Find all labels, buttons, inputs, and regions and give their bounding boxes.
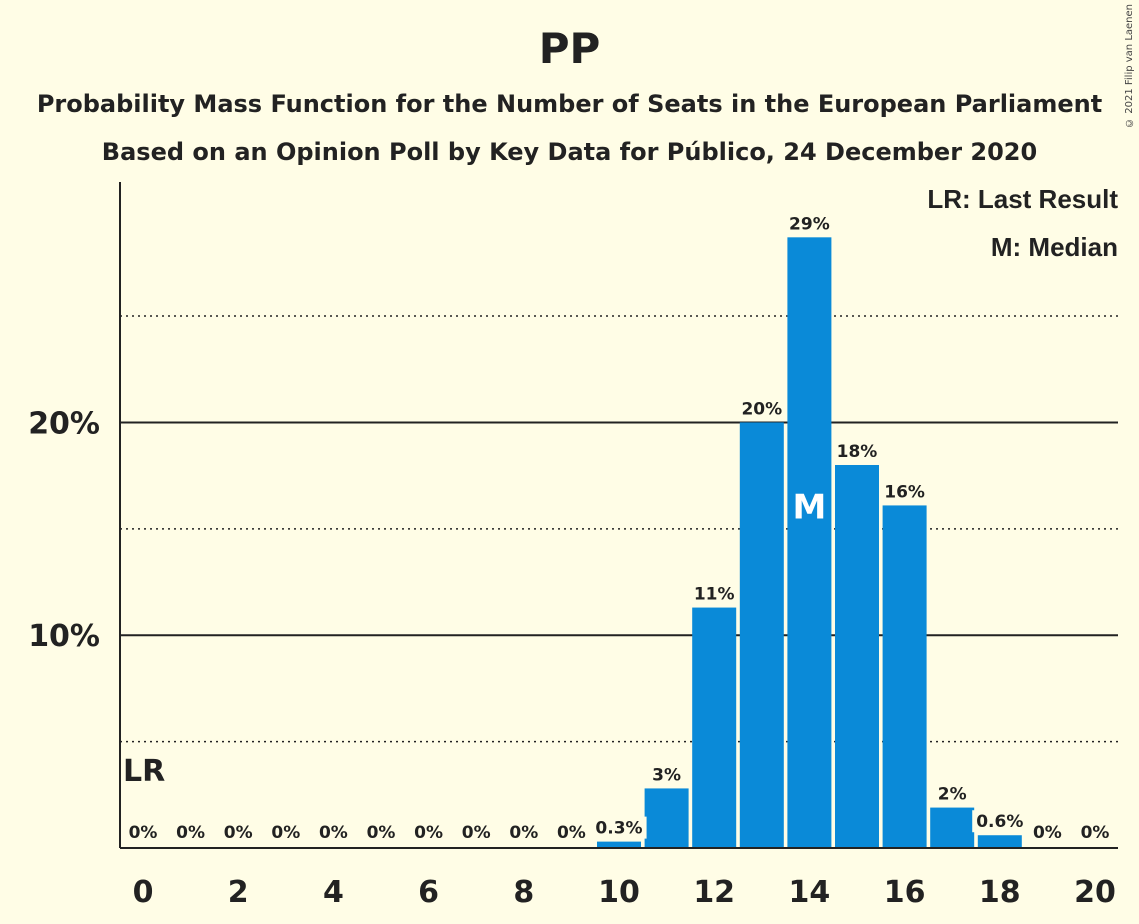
data-label-bg — [124, 821, 162, 843]
data-label-bg — [505, 821, 543, 843]
data-label: 0% — [367, 823, 396, 843]
x-tick-label: 20 — [1074, 875, 1116, 910]
data-label-bg — [591, 816, 647, 839]
data-label-bg — [172, 821, 210, 843]
bar-seat-16 — [882, 505, 927, 848]
data-label-bg — [362, 821, 400, 843]
data-label-bg — [880, 480, 929, 503]
bar-seat-18 — [977, 835, 1022, 848]
legend-last-result: LR: Last Result — [927, 184, 1118, 214]
data-label-bg — [314, 821, 352, 843]
data-label: 0% — [509, 823, 538, 843]
data-label-bg — [1076, 821, 1114, 843]
data-label: 20% — [741, 399, 782, 419]
x-tick-label: 10 — [598, 875, 640, 910]
data-label: 0% — [224, 823, 253, 843]
data-label: 0% — [271, 823, 300, 843]
data-label: 0% — [1033, 823, 1062, 843]
axes: 10% 20% 0 2 4 6 8 10 12 14 16 18 20 — [28, 182, 1118, 910]
bar-seat-10 — [597, 841, 641, 848]
data-label: 2% — [938, 785, 967, 805]
data-label-bg — [832, 439, 882, 462]
x-tick-label: 2 — [228, 875, 249, 910]
data-label: 0.6% — [976, 812, 1023, 832]
data-label-bg — [648, 763, 686, 786]
last-result-marker: LR — [123, 754, 165, 789]
data-label-bg — [410, 821, 448, 843]
x-tick-label: 8 — [513, 875, 534, 910]
bar-seat-17 — [930, 807, 975, 848]
x-tick-label: 0 — [133, 875, 154, 910]
bar-seat-12 — [692, 607, 737, 848]
bar-seat-14 — [787, 237, 832, 848]
data-label: 0.3% — [595, 819, 642, 839]
x-tick-label: 6 — [418, 875, 439, 910]
bar-seat-11 — [644, 788, 689, 848]
data-labels: 0% 0% 0% 0% 0% 0% 0% 0% 0% 0% 0.3% 3% 11% 20% 29% 18% 16… — [123, 212, 1114, 843]
bar-seat-13 — [739, 422, 784, 848]
x-tick-label: 4 — [323, 875, 344, 910]
x-tick-label: 18 — [979, 875, 1021, 910]
data-label: 0% — [414, 823, 443, 843]
data-label: 11% — [694, 585, 735, 605]
x-tick-label: 16 — [884, 875, 926, 910]
data-label: 16% — [884, 482, 925, 502]
data-label-bg — [737, 397, 787, 420]
data-label: 0% — [176, 823, 205, 843]
data-label: 3% — [652, 765, 681, 785]
data-label-bg — [1028, 821, 1066, 843]
data-label: 0% — [129, 823, 158, 843]
x-tick-label: 12 — [693, 875, 735, 910]
data-label-bg — [267, 821, 305, 843]
data-label: 29% — [789, 214, 830, 234]
data-label-bg — [457, 821, 495, 843]
data-label: 0% — [319, 823, 348, 843]
data-label-bg — [219, 821, 257, 843]
bars — [597, 237, 1022, 848]
data-label: 0% — [557, 823, 586, 843]
data-label-bg — [552, 821, 590, 843]
data-label-bg — [972, 810, 1028, 833]
chart-subtitle-source: Based on an Opinion Poll by Key Data for… — [101, 138, 1038, 166]
legend-median: M: Median — [990, 232, 1118, 262]
gridlines — [120, 315, 1118, 743]
chart-subtitle: Probability Mass Function for the Number… — [36, 90, 1103, 118]
data-label-bg — [785, 212, 834, 235]
x-tick-label: 14 — [789, 875, 831, 910]
bar-seat-15 — [835, 464, 879, 848]
y-tick-label: 20% — [28, 406, 100, 441]
data-label: 18% — [837, 442, 878, 462]
chart-title: PP — [538, 24, 601, 73]
y-tick-label: 10% — [28, 619, 100, 654]
data-label: 0% — [462, 823, 491, 843]
median-marker: M — [792, 488, 826, 528]
data-label: 0% — [1081, 823, 1110, 843]
data-label-bg — [933, 782, 971, 805]
data-label-bg — [689, 582, 739, 605]
